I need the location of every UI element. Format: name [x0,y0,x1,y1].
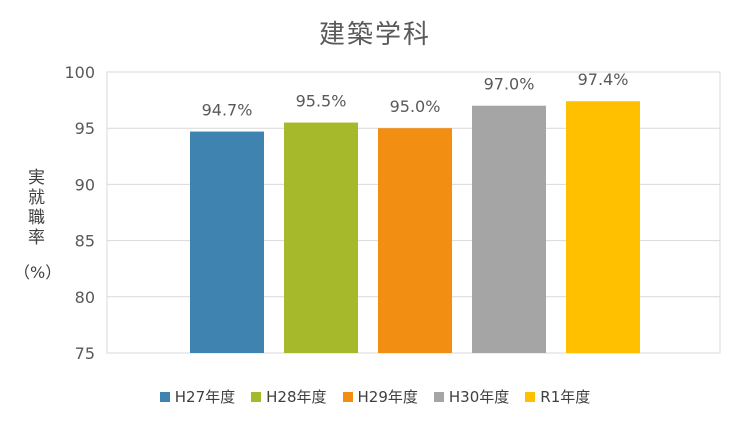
bar [378,128,452,353]
legend-swatch [342,391,353,402]
y-axis-label-text: 実就職率 [24,168,44,248]
legend-label: H28年度 [266,388,327,406]
legend-swatch [251,391,262,402]
chart-title: 建築学科 [318,20,431,50]
y-tick-label: 90 [75,175,95,194]
bar [566,101,640,353]
legend-item: R1年度 [525,386,590,407]
bar [284,122,358,353]
legend-label: H30年度 [448,388,510,406]
legend-swatch [525,391,536,402]
legend-item: H28年度 [251,386,327,407]
y-tick-label: 75 [75,344,95,363]
legend-item: H29年度 [342,386,418,407]
legend-swatch [433,391,444,402]
chart-legend: H27年度 H28年度 H29年度 H30年度 R1年度 [0,386,750,407]
y-tick-label: 85 [75,232,95,251]
bar [190,131,264,353]
y-tick-label: 95 [75,119,95,138]
y-tick-label: 100 [64,63,95,82]
data-label: 97.0% [484,75,535,94]
data-label: 94.7% [202,101,253,120]
legend-label: R1年度 [540,388,591,406]
data-label: 95.0% [390,97,441,116]
legend-label: H27年度 [174,388,236,406]
data-label: 95.5% [296,92,347,111]
legend-label: H29年度 [357,388,418,406]
legend-swatch [159,391,170,402]
bar [472,105,546,353]
legend-item: H30年度 [433,386,510,407]
y-tick-label: 80 [75,288,95,307]
data-label: 97.4% [578,70,629,89]
legend-item: H27年度 [159,386,236,407]
